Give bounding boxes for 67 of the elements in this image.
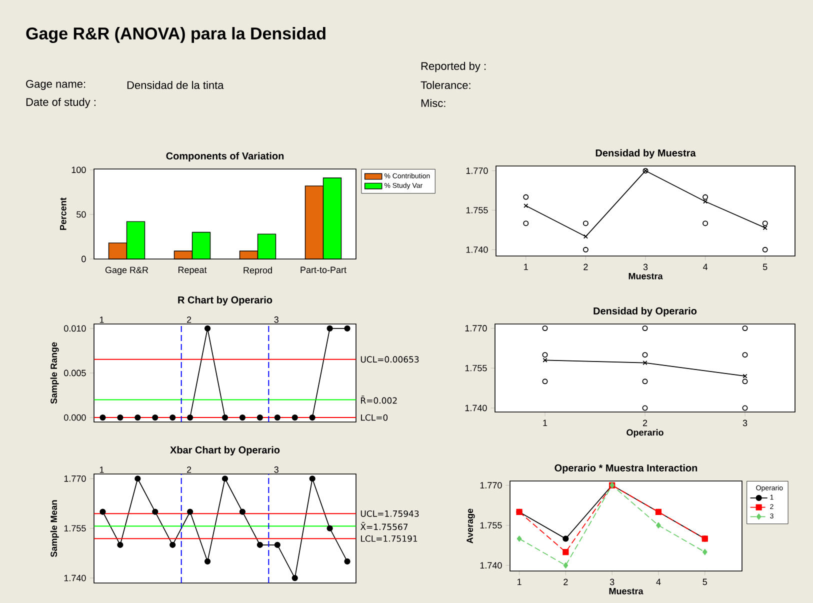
ref-line-label: UCL=1.75943	[360, 510, 419, 517]
text: 2	[186, 316, 192, 323]
text: Misc:	[421, 98, 446, 108]
x-tick-label: Part-to-Part	[300, 266, 346, 274]
x-tick-label: 2	[642, 420, 648, 426]
ref-line-label: LCL=0	[361, 414, 388, 421]
chart-title: Densidad by Operario	[594, 307, 697, 316]
y-axis-title: Sample Mean	[50, 500, 59, 557]
y-axis-title: Average	[466, 508, 475, 544]
y-tick-label: 0.000	[64, 414, 86, 421]
chart-title: Densidad by Muestra	[596, 149, 696, 158]
y-tick-label: 0.005	[64, 370, 86, 376]
text: Densidad de la tinta	[127, 80, 224, 90]
x-axis-title: Operario	[626, 429, 664, 438]
x-tick-label: Reprod	[244, 266, 272, 276]
y-tick-label: 50	[76, 211, 86, 218]
x-tick-label: 2	[564, 578, 568, 586]
y-tick-label: 0.010	[64, 325, 86, 332]
text: 3	[274, 466, 278, 473]
chart-title: Xbar Chart by Operario	[170, 446, 280, 456]
text: Date of study :	[26, 98, 96, 108]
chart-title: Components of Variation	[166, 152, 284, 162]
y-tick-label: 1.740	[480, 562, 502, 569]
x-tick-label: Gage R&R	[105, 266, 148, 275]
ref-line-label: LCL=1.75191	[361, 535, 418, 542]
text: Reported by :	[421, 62, 486, 72]
x-tick-label: 3	[742, 420, 748, 426]
text: Gage R&R (ANOVA) para la Densidad	[26, 27, 326, 43]
y-tick-label: 1.755	[465, 364, 487, 372]
text: 3	[274, 316, 278, 323]
x-axis-title: Muestra	[609, 588, 644, 594]
x-tick-label: 5	[762, 264, 768, 270]
y-tick-label: 100	[72, 166, 86, 174]
y-tick-label: 1.755	[480, 522, 502, 528]
y-tick-label: 1.740	[64, 574, 86, 582]
y-tick-label: 1.770	[465, 325, 487, 332]
y-tick-label: 1.755	[64, 525, 86, 532]
y-tick-label: 1.755	[466, 207, 488, 214]
x-tick-label: 4	[656, 578, 661, 585]
ref-line-label: R̄=0.002	[361, 396, 397, 404]
ref-line-label: UCL=0.00653	[360, 356, 419, 363]
text: 1	[100, 316, 104, 323]
y-tick-label: 1.770	[64, 475, 86, 482]
ref-line-label: X̄=1.75567	[360, 522, 408, 530]
chart-title: Operario * Muestra Interaction	[554, 464, 698, 474]
text: Tolerance:	[420, 80, 470, 90]
x-tick-label: 2	[584, 264, 588, 270]
y-tick-label: 1.740	[466, 246, 488, 253]
y-tick-label: 0	[82, 256, 86, 262]
y-axis-title: Percent	[60, 198, 66, 230]
y-axis-title: Sample Range	[50, 342, 59, 404]
text: 1	[100, 466, 104, 473]
x-tick-label: 3	[643, 264, 648, 270]
y-tick-label: 1.740	[465, 404, 487, 412]
x-tick-label: 1	[517, 578, 522, 585]
x-tick-label: 1	[524, 264, 528, 270]
x-tick-label: 4	[703, 264, 708, 270]
text: 2	[186, 466, 192, 473]
x-tick-label: 3	[610, 578, 614, 586]
x-tick-label: Repeat	[178, 266, 207, 275]
y-tick-label: 1.770	[480, 482, 502, 488]
x-tick-label: 1	[543, 420, 548, 426]
chart-title: R Chart by Operario	[178, 296, 272, 306]
text: Gage name:	[26, 80, 86, 90]
y-tick-label: 1.770	[466, 168, 488, 174]
x-axis-title: Muestra	[628, 273, 663, 280]
x-tick-label: 5	[702, 578, 708, 586]
